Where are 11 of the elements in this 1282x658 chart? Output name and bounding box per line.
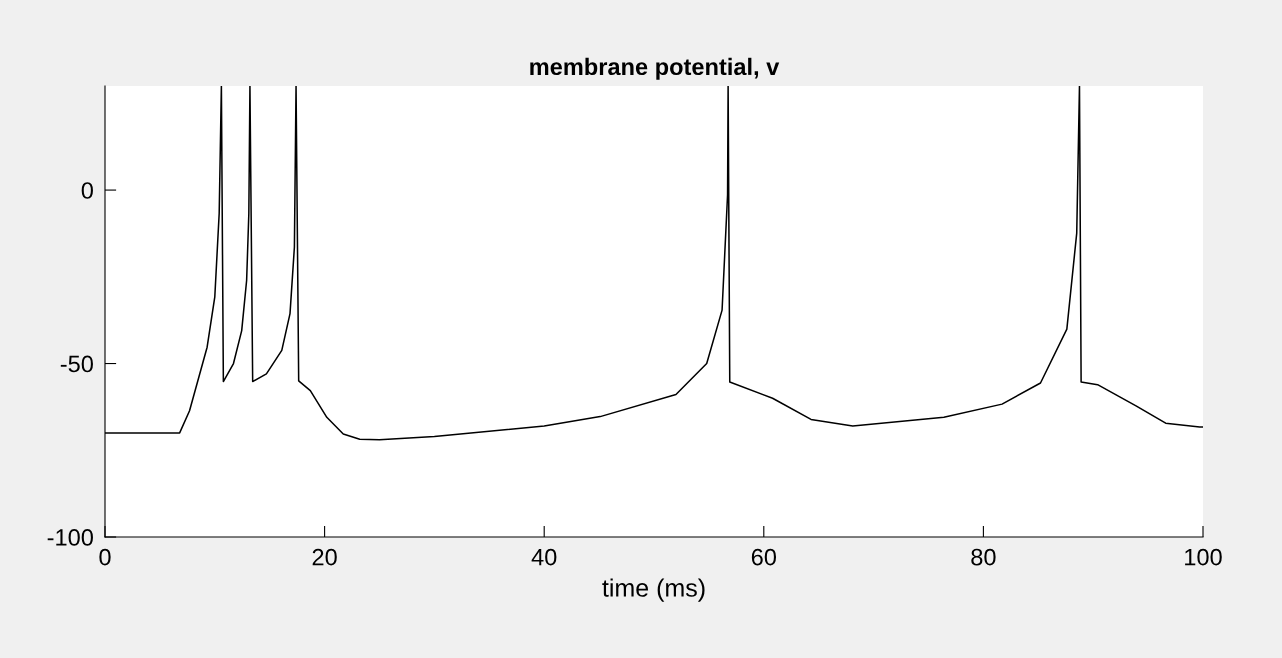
chart-title: membrane potential, v <box>530 57 780 80</box>
y-tick-label: 0 <box>81 182 93 199</box>
x-tick-label: 20 <box>312 548 337 566</box>
x-tick-label: 60 <box>751 548 777 566</box>
x-tick-label: 0 <box>99 548 111 566</box>
x-tick-label: 80 <box>971 548 996 566</box>
x-tick-label: 100 <box>1185 548 1222 566</box>
y-tick-label: -100 <box>47 529 93 546</box>
y-tick-label: -50 <box>60 355 93 373</box>
x-axis-title: time (ms) <box>602 578 705 602</box>
x-tick-label: 40 <box>531 548 557 566</box>
